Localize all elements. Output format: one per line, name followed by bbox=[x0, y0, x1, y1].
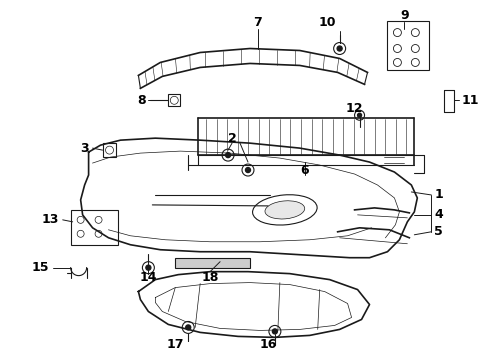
Bar bbox=[175, 258, 250, 268]
Ellipse shape bbox=[265, 201, 305, 219]
Bar bbox=[168, 94, 180, 106]
Bar bbox=[102, 143, 117, 157]
Text: 5: 5 bbox=[434, 225, 443, 238]
Text: 8: 8 bbox=[137, 94, 146, 107]
Text: 3: 3 bbox=[80, 141, 89, 155]
Circle shape bbox=[272, 329, 277, 334]
Text: 14: 14 bbox=[140, 271, 157, 284]
Circle shape bbox=[245, 167, 250, 172]
Circle shape bbox=[225, 153, 231, 158]
Text: 11: 11 bbox=[461, 94, 479, 107]
Text: 1: 1 bbox=[434, 188, 443, 202]
Text: 10: 10 bbox=[319, 16, 337, 29]
Text: 9: 9 bbox=[400, 9, 409, 22]
Ellipse shape bbox=[252, 195, 317, 225]
Text: 2: 2 bbox=[228, 132, 237, 145]
Circle shape bbox=[146, 265, 151, 270]
Text: 6: 6 bbox=[300, 163, 309, 176]
Text: 13: 13 bbox=[41, 213, 59, 226]
Circle shape bbox=[337, 46, 342, 51]
Text: 16: 16 bbox=[259, 338, 276, 351]
Text: 7: 7 bbox=[253, 16, 262, 29]
Text: 17: 17 bbox=[167, 338, 184, 351]
Circle shape bbox=[186, 325, 191, 330]
Text: 12: 12 bbox=[346, 102, 363, 115]
Text: 4: 4 bbox=[434, 208, 443, 221]
Circle shape bbox=[358, 113, 362, 117]
Text: 15: 15 bbox=[31, 261, 49, 274]
Bar bbox=[71, 210, 119, 245]
Text: 18: 18 bbox=[201, 271, 219, 284]
Bar bbox=[388, 21, 429, 71]
